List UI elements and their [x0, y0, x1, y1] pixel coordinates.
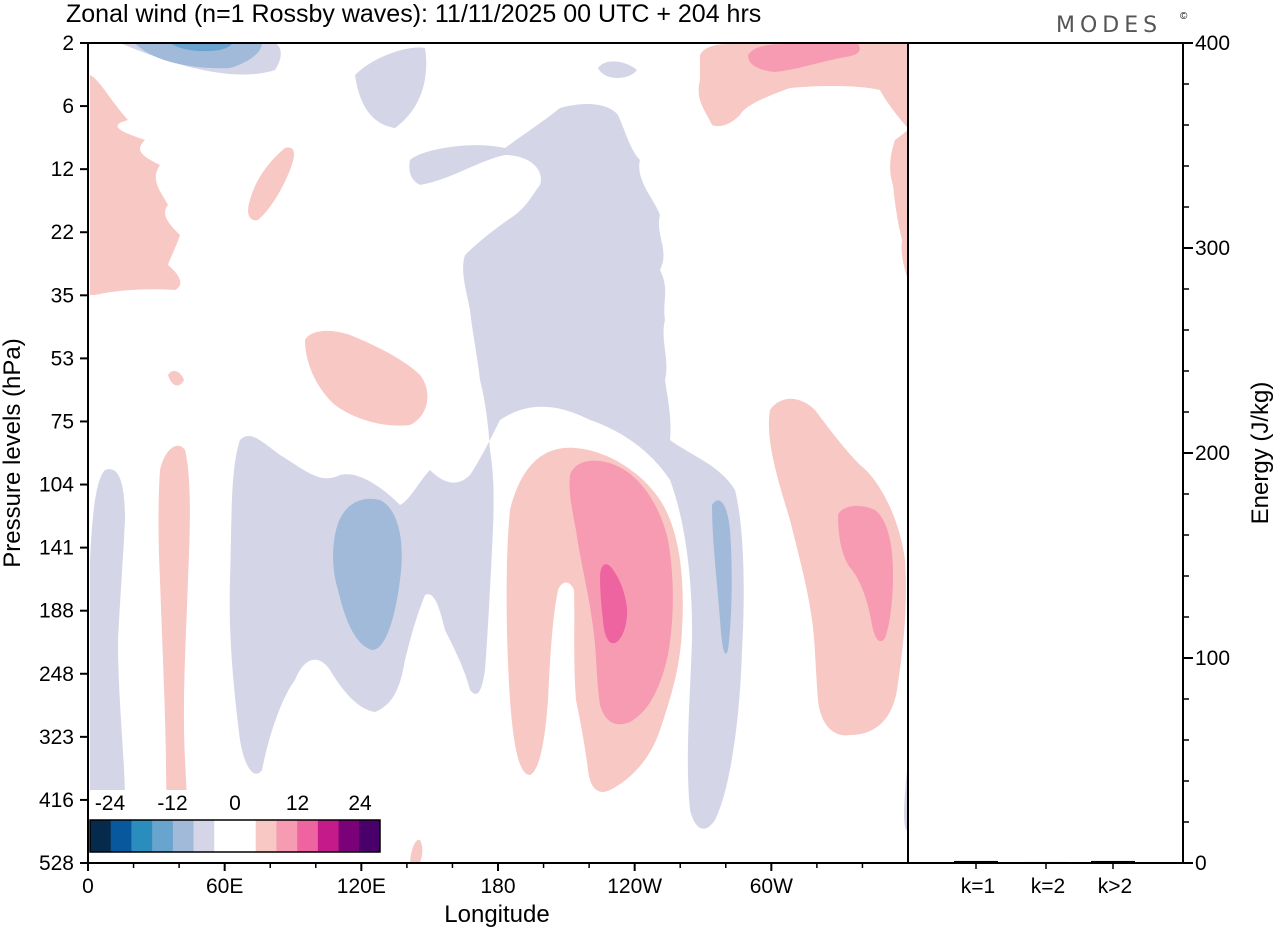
colorbar-swatch: [131, 820, 153, 852]
x-tick-label: 60W: [750, 875, 793, 898]
colorbar-label: 12: [286, 792, 309, 815]
colorbar-swatch: [214, 820, 236, 852]
energy-bar: [1024, 861, 1068, 863]
logo-mark: ©: [1180, 11, 1188, 22]
x-tick-label: 120E: [337, 875, 386, 898]
x-tick-label: 0: [82, 875, 94, 898]
colorbar-label: 24: [348, 792, 372, 815]
positive-core-top-right: [748, 44, 860, 72]
positive-core-right: [838, 505, 893, 642]
x-tick-label: 120W: [607, 875, 662, 898]
positive-region-small-left: [248, 147, 295, 221]
colorbar-label: 0: [229, 792, 241, 815]
chart-title: Zonal wind (n=1 Rossby waves): 11/11/202…: [66, 0, 761, 28]
y-tick-label: 416: [39, 789, 74, 812]
energy-tick-label: 300: [1195, 237, 1230, 260]
colorbar-swatch: [90, 820, 112, 852]
x-tick-label: 60E: [206, 875, 243, 898]
y-tick-label: 6: [62, 95, 74, 118]
logo-text: MODES: [1056, 13, 1162, 38]
negative-core-top-inner: [170, 43, 232, 52]
positive-region-top-right: [698, 44, 908, 128]
modes-logo: MODES ©: [1056, 11, 1188, 38]
negative-core-mid: [333, 498, 402, 650]
y-tick-label: 12: [51, 158, 74, 181]
y-tick-label: 104: [39, 474, 74, 497]
energy-axis: 0 100 200 300 400: [1183, 32, 1230, 875]
y-axis-label: Pressure levels (hPa): [0, 338, 26, 567]
positive-region-column-left: [158, 445, 190, 862]
negative-core-top: [135, 43, 262, 69]
colorbar-swatch: [172, 820, 195, 852]
negative-region-small-blob: [598, 61, 637, 78]
colorbar-swatch: [152, 820, 174, 852]
negative-region-left-edge: [90, 469, 125, 862]
energy-category-label: k>2: [1098, 875, 1132, 898]
positive-region-mid-left: [305, 330, 428, 426]
colorbar-swatch: [110, 820, 132, 852]
y-tick-label: 141: [39, 537, 74, 560]
colorbar-border: [89, 819, 381, 853]
y-tick-label: 528: [39, 852, 74, 875]
positive-region-right-edge: [890, 130, 908, 280]
colorbar-swatch: [297, 820, 319, 852]
negative-region-upper: [355, 47, 427, 128]
colorbar-swatch: [276, 820, 298, 852]
positive-region-right: [768, 398, 906, 736]
colorbar-swatch: [338, 820, 360, 852]
colorbar-label: -12: [157, 792, 187, 815]
x-tick-label: 180: [480, 875, 515, 898]
energy-axis-label: Energy (J/kg): [1247, 382, 1274, 525]
energy-tick-label: 100: [1195, 647, 1230, 670]
pressure-axis: 2 6 12 22 35 53 75 104 141 188 248 323 416 528: [39, 32, 88, 875]
x-axis-label: Longitude: [444, 901, 549, 928]
positive-core-max: [600, 564, 628, 644]
y-tick-label: 35: [51, 284, 74, 307]
positive-region-bottom-dot: [410, 839, 423, 862]
energy-tick-label: 400: [1195, 32, 1230, 55]
negative-region-central-column: [229, 104, 744, 829]
energy-bar: [1091, 860, 1135, 863]
colorbar: -24 -12 0 12 24: [89, 792, 381, 853]
y-tick-label: 75: [51, 410, 74, 433]
y-tick-label: 323: [39, 726, 74, 749]
colorbar-swatch: [359, 820, 381, 852]
colorbar-swatch: [235, 820, 257, 852]
colorbar-swatch: [255, 820, 277, 852]
y-tick-label: 188: [39, 600, 74, 623]
positive-region-left-edge-top: [90, 75, 181, 295]
energy-category-label: k=1: [961, 875, 995, 898]
y-tick-label: 2: [62, 32, 74, 55]
contour-field: [90, 43, 908, 862]
energy-category-label: k=2: [1031, 875, 1065, 898]
negative-core-narrow: [712, 500, 732, 654]
colorbar-swatch: [193, 820, 215, 852]
colorbar-label: -24: [95, 792, 126, 815]
energy-bar: [954, 860, 998, 863]
energy-tick-label: 0: [1195, 852, 1207, 875]
energy-tick-label: 200: [1195, 442, 1230, 465]
longitude-axis: 0 60E 120E 180 120W 60W: [82, 863, 864, 898]
colorbar-swatch: [317, 820, 340, 852]
y-tick-label: 248: [39, 663, 74, 686]
y-tick-label: 53: [51, 347, 74, 370]
positive-region-dot: [168, 370, 184, 386]
y-tick-label: 22: [51, 221, 74, 244]
energy-bars: k=1 k=2 k>2: [954, 860, 1135, 898]
